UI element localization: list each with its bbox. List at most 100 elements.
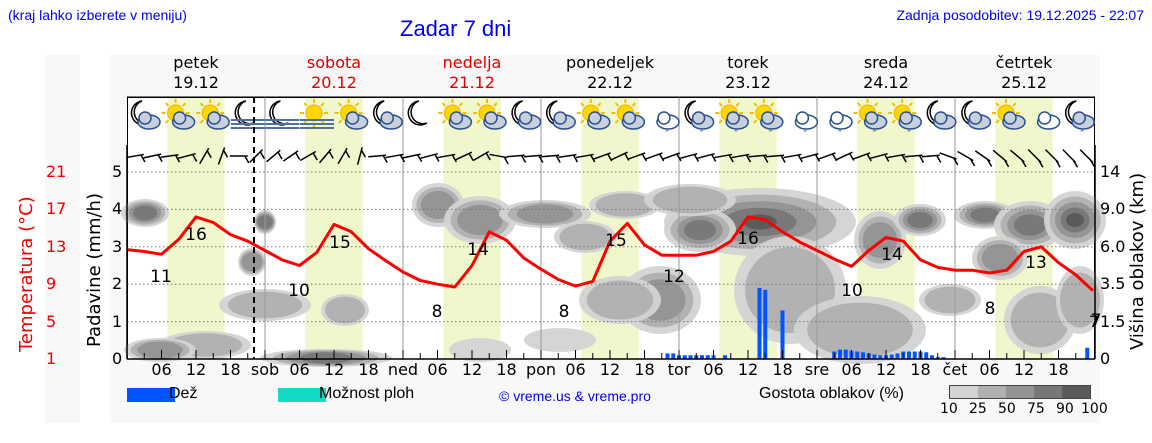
x-tick-label: 12	[323, 360, 345, 379]
temperature-axis-title: Temperatura (°C)	[16, 196, 37, 352]
showers-swatch	[278, 388, 326, 402]
x-tick-label: 06	[841, 360, 862, 379]
density-swatch	[978, 386, 1006, 398]
cloud-height-axis-title: Višina oblakov (km)	[1127, 172, 1148, 350]
temp-overlap-label: 7	[1089, 311, 1100, 331]
temperature-axis-panel	[45, 55, 80, 423]
x-tick-label: 12	[185, 360, 207, 379]
cloud-rain-icon: ″	[829, 111, 853, 140]
x-tick-label: pon	[525, 360, 557, 379]
x-tick-label: 06	[979, 360, 1000, 379]
sun-cloud-icon	[473, 99, 507, 130]
day-date: 22.12	[587, 73, 633, 92]
cloud-height-tick: 3.5	[1100, 274, 1126, 294]
x-tick-label: 12	[1013, 360, 1035, 379]
density-tick: 25	[969, 401, 987, 417]
temp-extreme-label: 13	[1025, 253, 1047, 273]
sun-cloud-icon	[196, 99, 230, 130]
day-header: torek 23.12	[688, 53, 808, 93]
svg-text:″: ″	[838, 129, 842, 140]
sun-cloud-rain-icon: ″	[888, 99, 922, 140]
temp-extreme-label: 8	[432, 302, 443, 322]
copyright-link[interactable]: © vreme.us & vreme.pro	[499, 388, 651, 404]
moon-cloud-icon	[130, 100, 161, 130]
day-name: sobota	[306, 53, 362, 72]
sun-fog-icon	[300, 99, 334, 129]
density-tick: 50	[998, 401, 1016, 417]
precip-tick: 0	[112, 349, 123, 368]
temp-tick: 5	[46, 311, 57, 331]
temp-extreme-label: 11	[150, 267, 172, 287]
x-tick-label: 12	[461, 360, 483, 379]
sun-cloud-icon	[992, 99, 1026, 130]
density-scale	[949, 385, 1091, 399]
wind-barbs	[126, 147, 1096, 168]
x-tick-label: tor	[667, 360, 691, 379]
svg-text:″: ″	[873, 129, 877, 140]
x-tick-label: 18	[772, 360, 793, 379]
sun-cloud-rain-icon: ″	[853, 99, 888, 140]
x-tick-label: 06	[289, 360, 310, 379]
moon-fog-icon	[265, 100, 300, 129]
cloud-height-tick: 14	[1100, 162, 1121, 181]
temp-extreme-label: 14	[881, 245, 903, 265]
svg-text:″: ″	[769, 129, 773, 140]
density-tick: 100	[1081, 401, 1108, 417]
precip-tick: 1	[112, 311, 123, 331]
density-tick: 90	[1056, 401, 1074, 417]
cloud-height-tick: 9.0	[1100, 199, 1126, 219]
temp-tick: 21	[46, 162, 67, 181]
svg-text:″: ″	[1080, 129, 1084, 140]
moon-cloud-icon	[511, 100, 542, 130]
svg-text:″: ″	[907, 129, 911, 140]
svg-text:″: ″	[665, 129, 669, 140]
temp-extreme-label: 16	[737, 229, 759, 249]
region-hint[interactable]: (kraj lahko izberete v meniju)	[8, 7, 187, 23]
density-tick: 75	[1027, 401, 1045, 417]
day-date: 21.12	[449, 73, 495, 92]
page-title: Zadar 7 dni	[400, 16, 512, 41]
moon-fog-icon	[230, 100, 265, 129]
precip-tick: 4	[112, 199, 123, 219]
moon-cloud-rain-icon: ″	[1064, 100, 1095, 140]
day-header: ponedeljek 22.12	[550, 53, 670, 93]
temperature-labels: 11 16 10 15 8 14 8 15 12 16 10 14 8 13 7	[150, 225, 1101, 331]
cloud-height-tick: 6.0	[1100, 236, 1126, 256]
temp-extreme-label: 10	[288, 281, 310, 301]
day-name: petek	[173, 53, 219, 72]
x-tick-label: sob	[250, 360, 280, 379]
x-tick-label: 18	[220, 360, 241, 379]
temp-extreme-label: 15	[329, 233, 351, 253]
x-tick-label: 12	[737, 360, 759, 379]
cloud-rain-icon: ″	[794, 111, 819, 140]
temp-tick: 13	[46, 236, 67, 256]
density-swatch	[1006, 386, 1034, 398]
svg-text:″: ″	[734, 129, 738, 140]
day-name: torek	[727, 53, 769, 72]
cloud-icon	[1036, 111, 1061, 130]
x-tick-label: ned	[387, 360, 419, 379]
moon-cloud-icon	[372, 100, 403, 130]
day-separators	[127, 96, 1095, 359]
sun-cloud-icon	[161, 99, 196, 130]
temp-extreme-label: 8	[559, 302, 570, 322]
precip-tick: 3	[112, 236, 123, 256]
temp-extreme-label: 16	[185, 225, 207, 245]
svg-text:″: ″	[700, 129, 704, 140]
sun-cloud-icon	[611, 99, 646, 130]
density-swatch	[1034, 386, 1062, 398]
day-header: petek 19.12	[136, 53, 256, 93]
temp-extreme-label: 14	[467, 240, 489, 260]
weather-icons: ″ ″ ″ ″ ″ ″ ″ ″ ″	[130, 99, 1095, 140]
x-ticks	[143, 350, 1077, 359]
cloud-height-tick: 0	[1100, 349, 1111, 368]
x-tick-label: 12	[599, 360, 621, 379]
density-swatch	[950, 386, 978, 398]
day-header: sobota 20.12	[274, 53, 394, 93]
x-tick-label: sre	[804, 360, 830, 379]
rain-swatch	[127, 388, 175, 402]
x-tick-label: 18	[634, 360, 655, 379]
x-tick-label: čet	[942, 360, 968, 379]
svg-text:″: ″	[803, 129, 807, 140]
day-date: 19.12	[173, 73, 219, 92]
